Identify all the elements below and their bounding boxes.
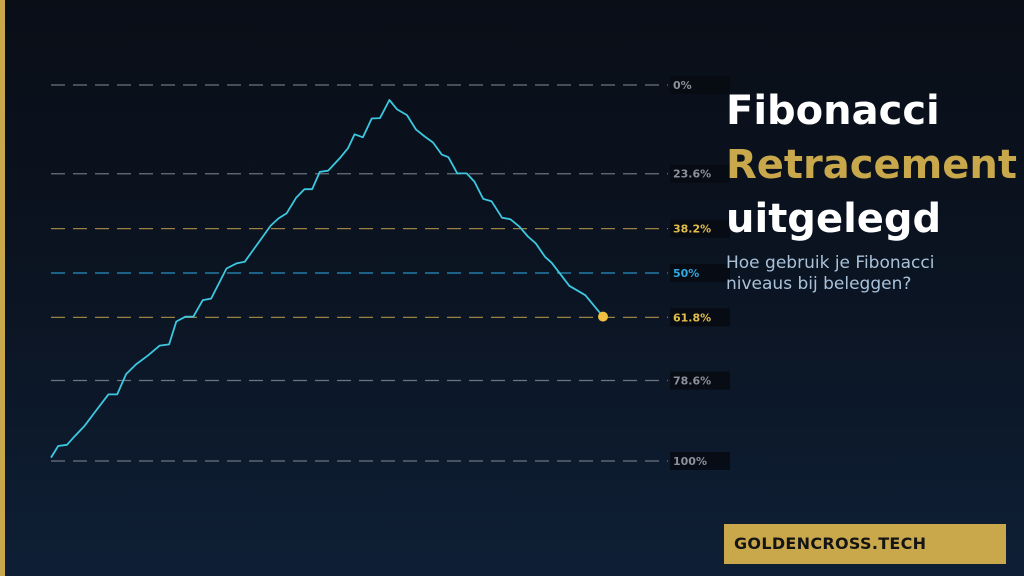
fib-level-label: 38.2% [673, 223, 711, 236]
fib-level-label-bg [670, 219, 730, 238]
subtitle-line-2: niveaus bij beleggen? [726, 274, 912, 294]
accent-bar [0, 0, 5, 576]
fib-level-label-bg [670, 264, 730, 282]
title-line-2: Retracement [726, 142, 1018, 188]
fib-level-label-bg [670, 308, 730, 327]
fib-level-label: 61.8% [673, 311, 711, 324]
fib-level-label: 23.6% [673, 168, 711, 181]
subtitle-line-1: Hoe gebruik je Fibonacci [726, 253, 935, 273]
title-line-1: Fibonacci [726, 88, 940, 134]
subtitle: Hoe gebruik je Fibonacci niveaus bij bel… [726, 253, 934, 295]
current-price-marker [598, 311, 608, 322]
price-line [50, 99, 604, 459]
fib-level-label-bg [670, 452, 730, 470]
page-title: Fibonacci Retracement uitgelegd [726, 84, 1017, 246]
fib-level-label: 0% [673, 79, 692, 92]
brand-badge: GOLDENCROSS.TECH [724, 524, 1006, 564]
fib-level-label: 50% [673, 267, 699, 280]
title-line-3: uitgelegd [726, 196, 942, 242]
fib-level-label: 78.6% [673, 375, 711, 388]
fib-level-label: 100% [673, 455, 707, 468]
fib-level-label-bg [670, 371, 730, 390]
fib-level-label-bg [670, 164, 730, 183]
fib-level-label-bg [670, 76, 730, 94]
